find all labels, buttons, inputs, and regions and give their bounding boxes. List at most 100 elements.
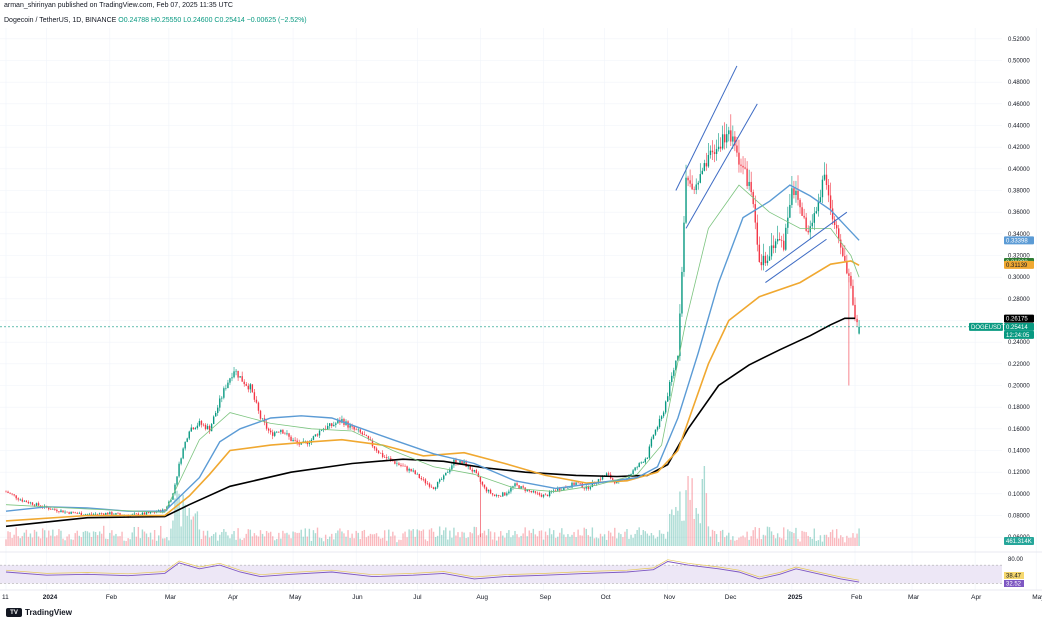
volume-bar	[90, 536, 93, 546]
volume-bar	[170, 528, 172, 546]
price-tick-label: 0.20000	[1008, 384, 1030, 390]
price-tick-label: 0.42000	[1008, 145, 1030, 151]
rsi-value: 38.47	[1006, 574, 1022, 580]
candle-body	[94, 513, 97, 515]
volume-bar	[791, 531, 793, 546]
volume-bar	[19, 538, 21, 546]
volume-bar	[709, 536, 712, 546]
candle-body	[721, 134, 724, 149]
volume-bar	[654, 538, 657, 546]
volume-bar	[37, 536, 40, 546]
candle-body	[414, 470, 416, 475]
rsi-line	[5, 561, 860, 583]
candle-body	[349, 425, 351, 428]
price-tick-label: 0.30000	[1008, 275, 1030, 281]
volume-bar	[587, 535, 589, 546]
symbol-tag-bg	[969, 322, 1003, 331]
volume-bar	[831, 529, 834, 546]
volume-bar	[471, 533, 473, 546]
volume-bar	[141, 529, 144, 546]
candle-body	[296, 440, 298, 443]
candle-body	[64, 511, 66, 513]
volume-bar	[636, 530, 638, 546]
candle-body	[9, 492, 11, 494]
volume-bar	[632, 537, 634, 546]
volume-bar	[206, 530, 209, 546]
candle-body	[219, 398, 221, 408]
price-tick-label: 0.16000	[1008, 427, 1030, 433]
countdown-badge-bg	[1004, 330, 1034, 339]
volume-bar	[760, 539, 763, 546]
candle-body	[575, 482, 577, 485]
volume-bar	[302, 536, 304, 546]
time-axis[interactable]: 11 2024 Feb Mar Apr May Jun Jul Aug Sep Oct Nov Dec 2…	[0, 589, 1042, 601]
volume-bar	[68, 534, 70, 546]
volume-bar	[121, 531, 123, 546]
candle-body	[422, 479, 425, 480]
candle-body	[92, 514, 95, 515]
volume-bar	[86, 531, 89, 546]
volume-bar	[48, 530, 50, 546]
volume-bar	[719, 530, 722, 546]
candle-body	[361, 432, 363, 435]
candle-body	[239, 376, 241, 378]
candle-body	[469, 465, 471, 470]
candle-body	[274, 432, 276, 436]
volume-bar	[593, 538, 596, 546]
candle-body	[292, 439, 294, 442]
candle-body	[746, 168, 748, 186]
rsi-pane: 80.00 38.47 32.52	[0, 551, 1042, 588]
volume-bar	[304, 528, 306, 546]
candle-body	[756, 222, 758, 245]
volume-bar	[685, 490, 687, 546]
volume-bar	[443, 530, 445, 546]
candle-body	[579, 483, 581, 484]
volume-bar	[520, 535, 522, 546]
price-tick-label: 0.12000	[1008, 470, 1030, 476]
candle-body	[846, 260, 848, 274]
candle-body	[679, 313, 681, 356]
volume-bar	[591, 527, 594, 546]
candle-body	[396, 463, 398, 465]
volume-bar	[312, 530, 315, 546]
volume-bar	[239, 538, 241, 546]
tradingview-brand[interactable]: TV TradingView	[6, 608, 72, 617]
volume-bar	[286, 532, 288, 546]
candle-body	[530, 490, 532, 493]
candle-body	[630, 474, 632, 476]
candle-body	[856, 318, 858, 323]
volume-bar	[188, 508, 190, 546]
moving-averages	[5, 184, 860, 528]
candle-body	[80, 512, 83, 516]
volume-bar	[683, 520, 685, 546]
volume-bar	[756, 538, 758, 546]
candle-body	[461, 460, 463, 464]
symbol-title[interactable]: Dogecoin / TetherUS, 1D, BINANCE	[4, 17, 117, 24]
candle-body	[365, 435, 368, 436]
candle-body	[693, 189, 695, 191]
candle-body	[601, 475, 604, 480]
volume-bar	[483, 530, 486, 546]
candle-body	[819, 197, 822, 202]
volume-bar	[269, 531, 272, 546]
volume-bar	[345, 536, 347, 546]
candle-body	[215, 412, 217, 417]
volume-bar	[622, 537, 624, 546]
price-axis[interactable]: 0.52000 0.50000 0.48000 0.46000 0.44000 0.420…	[1008, 37, 1030, 541]
candle-body	[188, 431, 190, 439]
candle-body	[536, 492, 539, 494]
volume-bar	[200, 538, 203, 546]
volume-bar	[441, 534, 443, 546]
candle-body	[479, 476, 482, 482]
volume-bar	[504, 537, 506, 546]
volume-bar	[412, 529, 414, 546]
volume-bar	[243, 538, 245, 546]
volume-bar	[318, 537, 321, 546]
symbol-tag: DOGEUSDT	[971, 325, 1005, 331]
volume-bar	[386, 540, 388, 546]
volume-bar	[575, 537, 577, 546]
volume-bar	[514, 530, 516, 546]
volume-bar	[184, 504, 186, 546]
candle-body	[534, 491, 537, 493]
